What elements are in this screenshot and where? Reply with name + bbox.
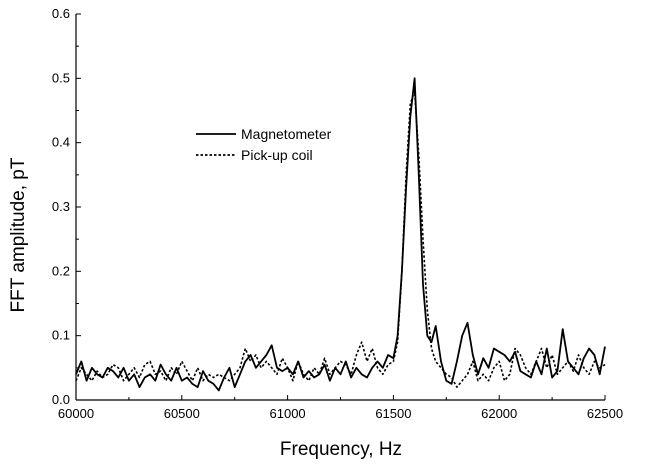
y-tick-label: 0.5	[52, 70, 70, 85]
x-tick-label: 61500	[375, 406, 411, 421]
y-tick-label: 0.2	[52, 263, 70, 278]
y-tick-label: 0.6	[52, 6, 70, 21]
x-axis-title: Frequency, Hz	[280, 439, 402, 460]
y-tick-label: 0.0	[52, 392, 70, 407]
chart-series	[75, 77, 606, 392]
x-tick-label: 60500	[164, 406, 200, 421]
y-tick-label: 0.4	[52, 135, 70, 150]
y-axis-title: FFT amplitude, pT	[8, 157, 29, 312]
legend-label-magnetometer: Magnetometer	[241, 126, 332, 142]
y-tick-label: 0.1	[52, 328, 70, 343]
x-tick-label: 60000	[58, 406, 94, 421]
chart-axes	[75, 14, 605, 401]
series-line-pick-up-coil	[75, 90, 606, 388]
y-tick-label: 0.3	[52, 199, 70, 214]
chart-legend: Magnetometer Pick-up coil	[196, 126, 332, 163]
x-tick-label: 62000	[481, 406, 517, 421]
x-tick-label: 62500	[587, 406, 623, 421]
x-tick-label: 61000	[270, 406, 306, 421]
legend-label-pick-up-coil: Pick-up coil	[241, 147, 313, 163]
series-line-magnetometer	[75, 77, 606, 392]
x-axis-ticks: 60000 60500 61000 61500 62000 62500	[58, 395, 623, 421]
y-axis-ticks: 0.0 0.1 0.2 0.3 0.4 0.5 0.6	[52, 6, 81, 407]
